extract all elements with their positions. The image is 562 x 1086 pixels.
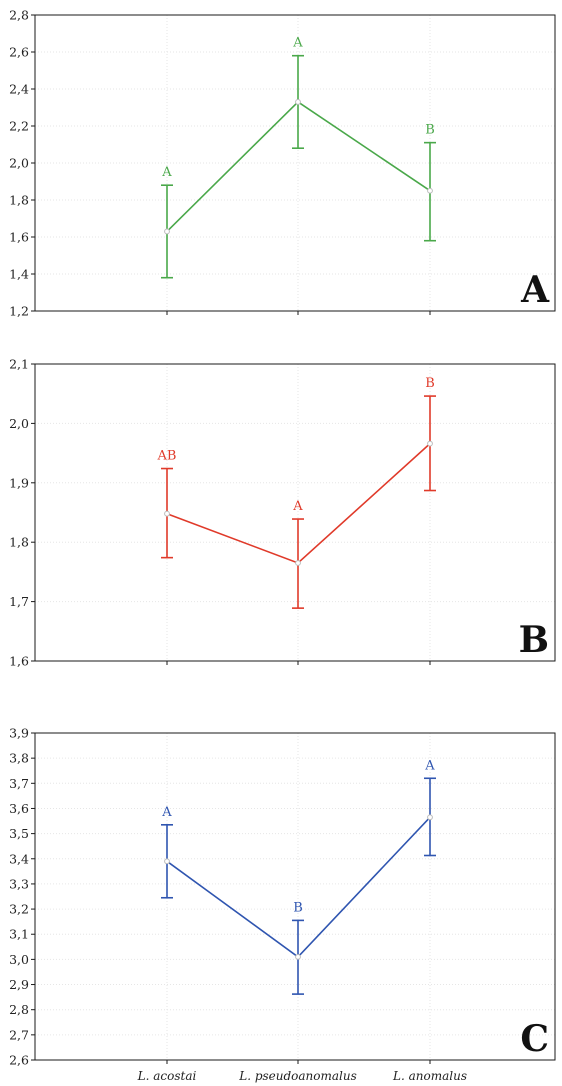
panel-letter: A: [520, 269, 550, 311]
y-tick-label: 2,0: [9, 416, 29, 431]
data-point: [295, 99, 301, 105]
group-label: B: [425, 123, 435, 138]
y-tick-label: 2,8: [9, 8, 29, 23]
panel-c: 2,6 2,7 2,8 2,9 3,0 3,1 3,2 3,3 3,4 3,5 3,6 3,7 3,8 3…: [9, 726, 556, 1083]
group-label: B: [293, 900, 303, 915]
x-tick-label: L. acostai: [137, 1069, 197, 1083]
y-tick-label: 3,8: [9, 751, 29, 766]
y-tick-label: 1,8: [9, 535, 29, 550]
y-tick-label: 3,9: [9, 726, 29, 741]
y-tick-label: 1,2: [9, 304, 29, 319]
y-tick-label: 2,7: [9, 1027, 29, 1042]
y-tick-label: 3,6: [9, 801, 29, 816]
y-tick-label: 2,0: [9, 156, 29, 171]
data-point: [164, 510, 170, 517]
panel-letter: C: [520, 1018, 549, 1060]
y-tick-label: 3,4: [9, 851, 29, 866]
plot-frame: [34, 732, 556, 1061]
plot-frame: [34, 363, 556, 662]
y-tick-label: 3,2: [9, 902, 29, 917]
y-tick-label: 2,4: [9, 82, 29, 97]
data-point: [427, 187, 433, 194]
group-label: A: [424, 758, 435, 773]
group-label: A: [161, 165, 172, 180]
y-tick-label: 3,0: [9, 952, 29, 967]
x-tick-label: L. pseudoanomalus: [238, 1069, 357, 1083]
y-tick-label: 2,9: [9, 977, 29, 992]
data-point: [164, 858, 170, 865]
y-tick-label: 3,5: [9, 826, 29, 841]
group-label: A: [292, 499, 303, 514]
y-tick-label: 1,8: [9, 193, 29, 208]
group-label: A: [292, 36, 303, 51]
y-tick-label: 3,7: [9, 776, 29, 791]
data-point: [427, 814, 433, 821]
data-point: [164, 228, 170, 235]
y-tick-label: 2,2: [9, 119, 29, 134]
data-point: [427, 440, 433, 447]
y-tick-label: 3,1: [9, 927, 29, 942]
panel-letter: B: [519, 619, 549, 661]
plot-frame: [34, 14, 556, 312]
data-point: [295, 953, 301, 960]
x-tick-label: L. anomalus: [392, 1069, 467, 1083]
y-tick-label: 1,7: [9, 594, 29, 609]
group-label: A: [161, 805, 172, 820]
group-label: AB: [157, 449, 177, 464]
y-tick-label: 2,6: [9, 1053, 29, 1068]
group-label: B: [425, 376, 435, 391]
y-tick-label: 1,9: [9, 475, 29, 490]
y-tick-label: 1,6: [9, 654, 29, 669]
panel-a: 1,2 1,4 1,6 1,8 2,0 2,2 2,4 2,6 2,8 A A B A: [9, 8, 556, 319]
y-tick-label: 2,8: [9, 1002, 29, 1017]
y-tick-label: 1,4: [9, 267, 29, 282]
y-tick-label: 2,1: [9, 357, 29, 372]
y-tick-label: 1,6: [9, 230, 29, 245]
y-tick-label: 2,6: [9, 45, 29, 60]
y-tick-label: 3,3: [9, 876, 29, 891]
data-point: [295, 560, 301, 566]
